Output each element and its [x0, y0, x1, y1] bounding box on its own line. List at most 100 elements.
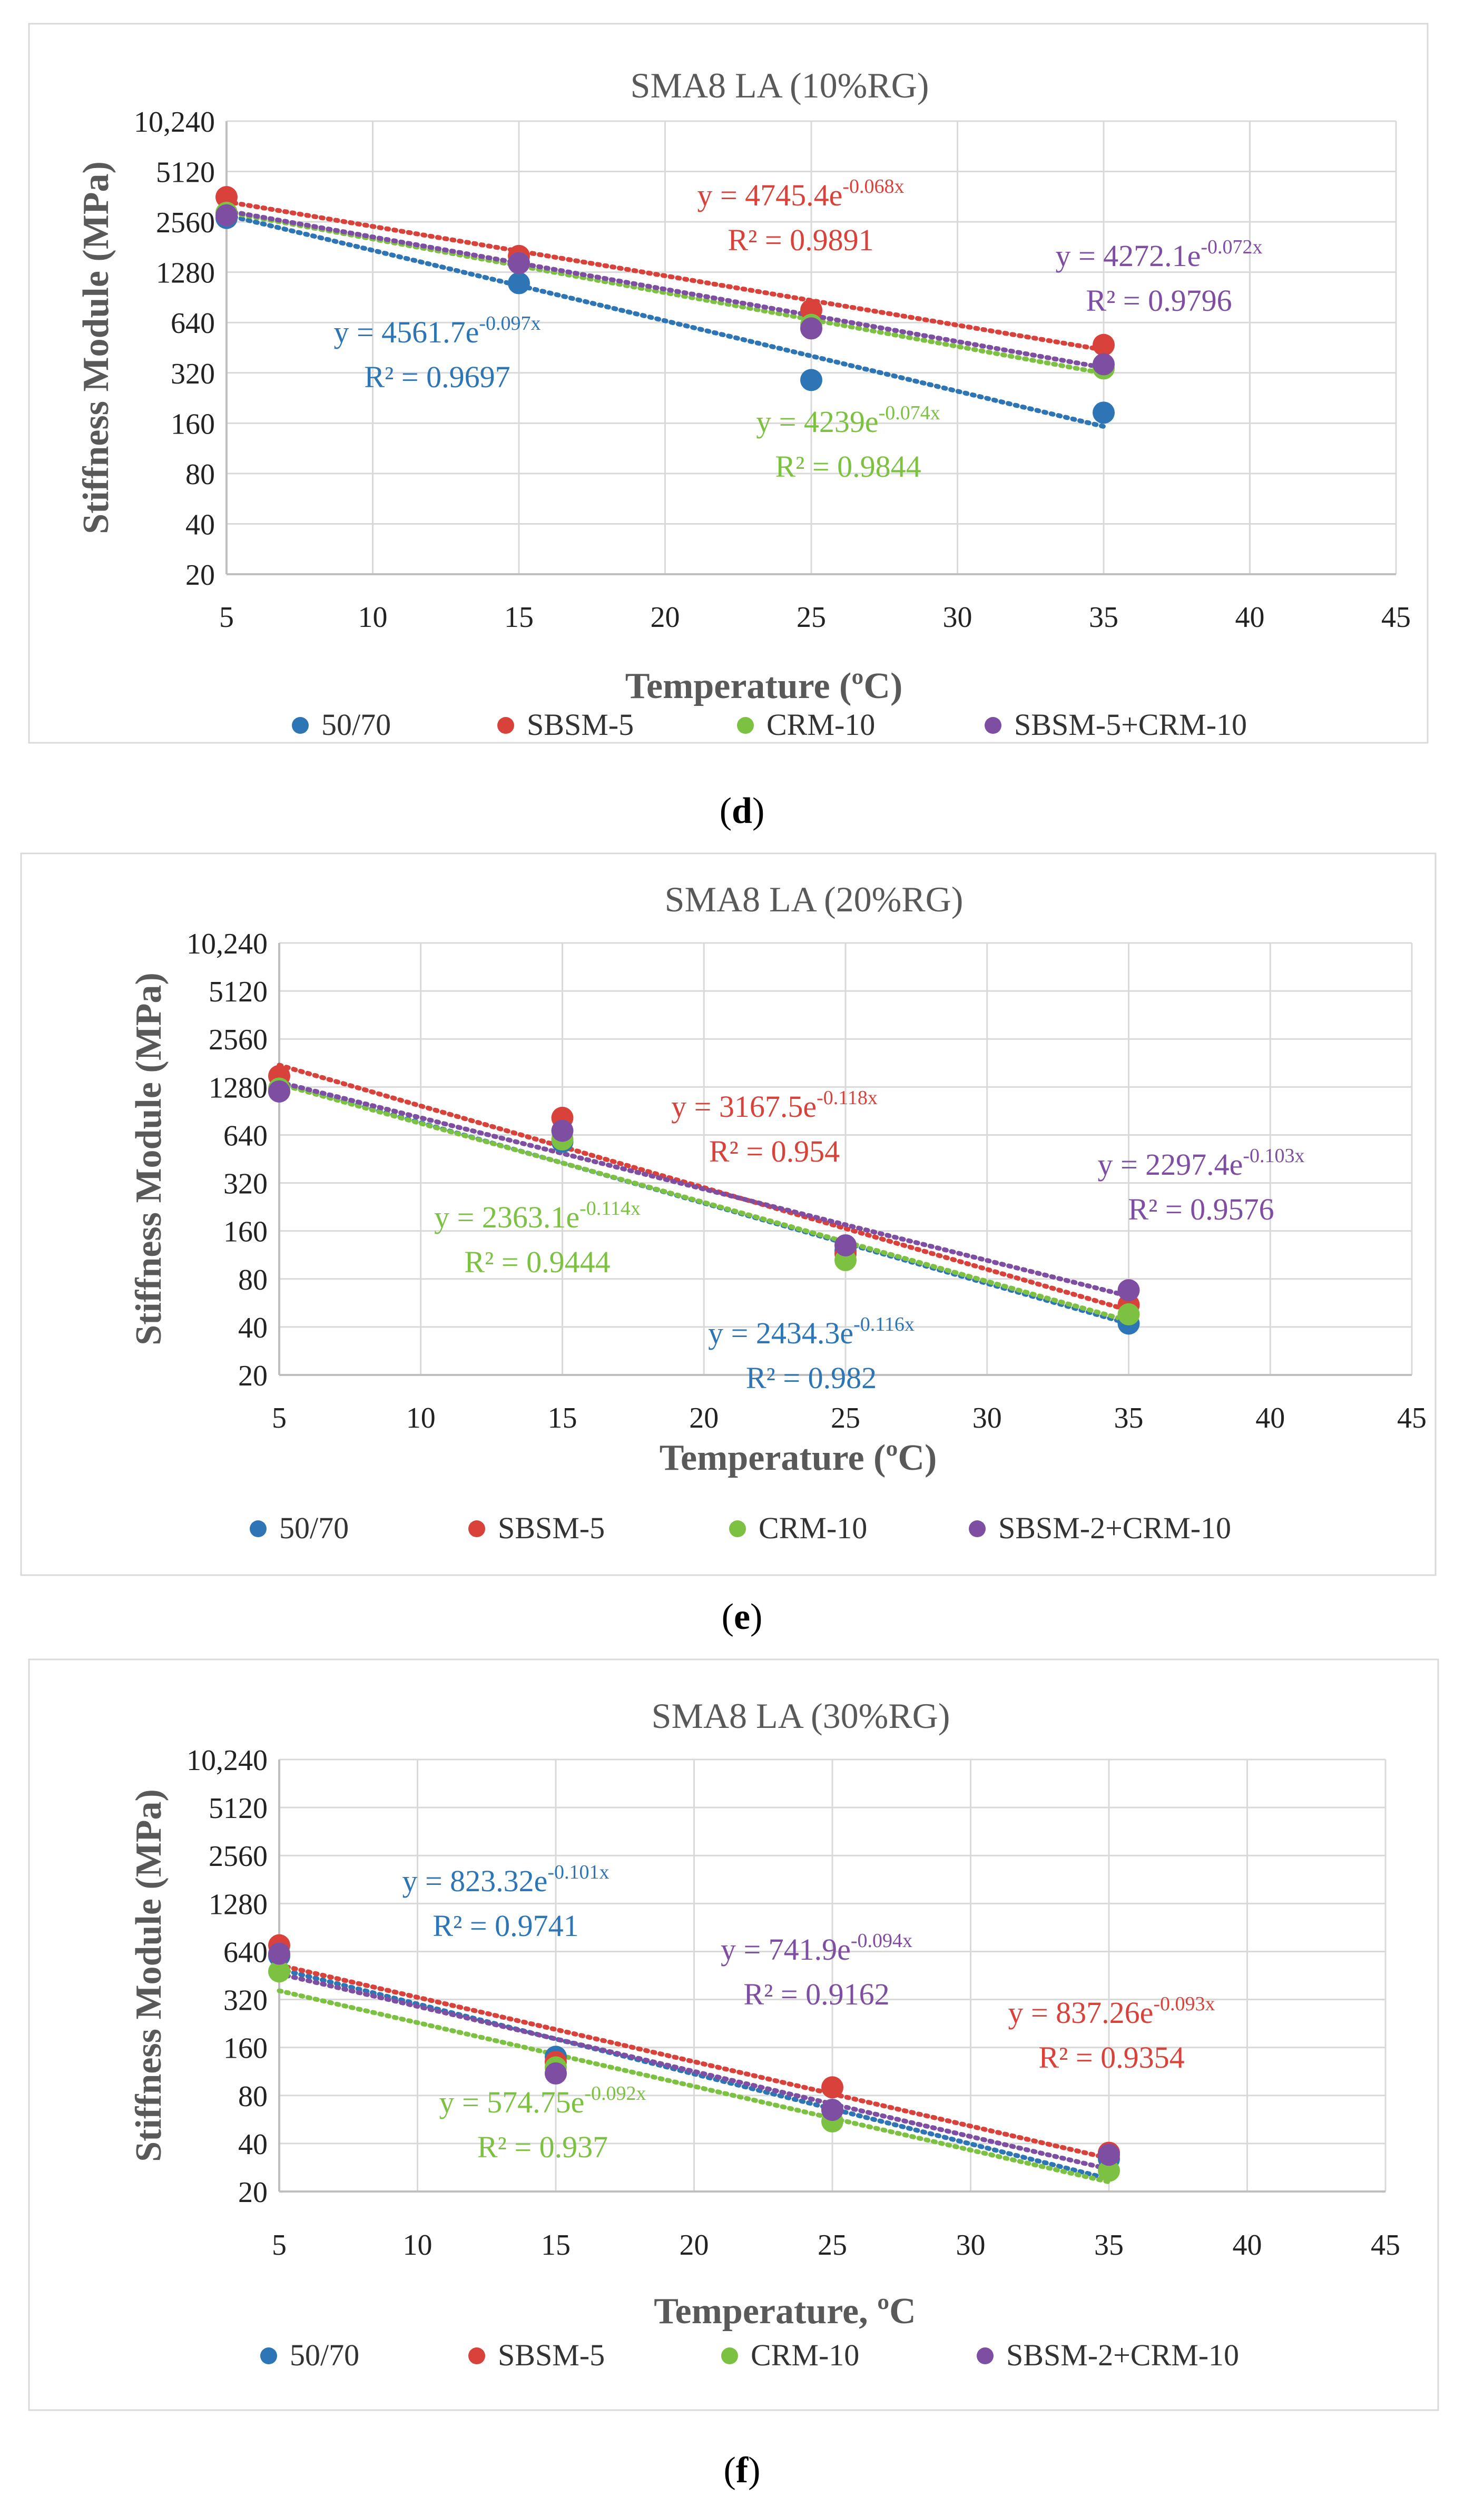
data-point-50/70 — [1093, 401, 1115, 424]
trend-equation-exponent: -0.103x — [1243, 1145, 1304, 1167]
trend-equation-exponent: -0.092x — [584, 2082, 646, 2105]
data-point-SBSM-2+CRM-10 — [1117, 1279, 1140, 1302]
legend-label-SBSM-5: SBSM-5 — [498, 1511, 605, 1545]
data-point-SBSM-5+CRM-10 — [1093, 353, 1115, 376]
legend-label-50/70: 50/70 — [321, 707, 391, 742]
chart-frame — [28, 1658, 1439, 2411]
x-tick-label: 5 — [272, 1402, 287, 1434]
x-axis-label: Temperature (ºC) — [660, 1438, 937, 1478]
trend-equation-CRM-10: y = 2363.1e-0.114x — [434, 1197, 641, 1234]
legend-label-SBSM-5: SBSM-5 — [527, 707, 634, 742]
y-tick-label: 80 — [185, 458, 215, 491]
x-tick-label: 30 — [943, 601, 972, 634]
panel-label-d: (d) — [719, 791, 765, 831]
legend-marker-50/70 — [260, 2347, 277, 2364]
x-tick-label: 15 — [541, 2229, 571, 2262]
trend-r-squared-CRM-10: R² = 0.9844 — [775, 449, 921, 484]
y-tick-label: 5120 — [156, 156, 215, 189]
data-point-SBSM-2+CRM-10 — [268, 1942, 290, 1965]
trend-equation-50/70: y = 2434.3e-0.116x — [708, 1313, 915, 1350]
trend-equation-SBSM-5: y = 4745.4e-0.068x — [697, 175, 904, 212]
y-axis-label: Stiffness Module (MPa) — [129, 1789, 169, 2162]
y-tick-label: 2560 — [209, 1840, 268, 1873]
x-tick-label: 25 — [818, 2229, 847, 2262]
chart-title: SMA8 LA (30%RG) — [652, 1696, 950, 1736]
trend-equation-base: y = 741.9e — [721, 1932, 851, 1967]
y-tick-label: 5120 — [209, 1792, 268, 1825]
data-point-SBSM-5 — [821, 2076, 843, 2099]
trend-equation-SBSM-5: y = 837.26e-0.093x — [1008, 1993, 1215, 2030]
legend-marker-CRM-10 — [721, 2347, 738, 2364]
trend-equation-exponent: -0.118x — [817, 1087, 878, 1109]
trend-equation-exponent: -0.068x — [842, 175, 904, 198]
legend-marker-50/70 — [292, 717, 309, 734]
trend-equation-exponent: -0.101x — [547, 1861, 609, 1883]
y-tick-label: 160 — [171, 408, 215, 440]
legend-label-SBSM-2+CRM-10: SBSM-2+CRM-10 — [1006, 2338, 1239, 2372]
chart-panel-d: SMA8 LA (10%RG) 20 40 80 160 320 640 1280 2560 51… — [0, 0, 1484, 831]
trend-r-squared-50/70: R² = 0.9697 — [364, 360, 510, 394]
y-tick-label: 10,240 — [186, 928, 268, 960]
chart-f: SMA8 LA (30%RG)2040801603206401280256051… — [28, 1658, 1439, 2411]
y-axis-label: Stiffness Module (MPa) — [76, 161, 116, 534]
legend-marker-SBSM-5 — [468, 2347, 485, 2364]
x-tick-label: 45 — [1371, 2229, 1400, 2262]
trend-equation-base: y = 4272.1e — [1055, 239, 1201, 273]
trend-equation-exponent: -0.074x — [879, 402, 940, 424]
x-tick-label: 35 — [1094, 2229, 1124, 2262]
y-tick-label: 160 — [223, 1216, 268, 1249]
y-axis-label: Stiffness Module (MPa) — [129, 972, 169, 1345]
x-tick-label: 10 — [403, 2229, 433, 2262]
data-point-SBSM-5+CRM-10 — [215, 204, 238, 227]
trend-equation-base: y = 2434.3e — [708, 1316, 853, 1350]
trend-equation-base: y = 837.26e — [1008, 1996, 1153, 2030]
x-tick-label: 45 — [1381, 601, 1411, 634]
chart-frame — [20, 852, 1437, 1576]
data-point-SBSM-5 — [215, 186, 238, 209]
data-point-SBSM-2+CRM-10 — [821, 2099, 843, 2121]
panel-label-e: (e) — [721, 1597, 763, 1637]
x-tick-label: 5 — [272, 2229, 287, 2262]
x-tick-label: 40 — [1235, 601, 1265, 634]
trendline-SBSM-5 — [277, 1962, 1112, 2161]
trend-equation-exponent: -0.072x — [1201, 236, 1262, 258]
trend-r-squared-SBSM-2+CRM-10: R² = 0.9162 — [743, 1977, 889, 2011]
legend-label-SBSM-2+CRM-10: SBSM-2+CRM-10 — [998, 1511, 1231, 1545]
legend-marker-CRM-10 — [737, 717, 754, 734]
x-tick-label: 15 — [548, 1402, 577, 1434]
x-tick-label: 30 — [956, 2229, 986, 2262]
trend-equation-base: y = 4561.7e — [333, 315, 479, 349]
y-tick-label: 20 — [185, 559, 215, 592]
x-tick-label: 10 — [358, 601, 388, 634]
trend-r-squared-CRM-10: R² = 0.9444 — [464, 1245, 610, 1279]
legend-label-CRM-10: CRM-10 — [759, 1511, 867, 1545]
x-tick-label: 40 — [1233, 2229, 1262, 2262]
trend-equation-SBSM-5+CRM-10: y = 4272.1e-0.072x — [1055, 236, 1262, 273]
panel-label-f: (f) — [723, 2450, 761, 2491]
data-point-CRM-10 — [268, 1960, 290, 1983]
trend-equation-base: y = 4239e — [756, 405, 878, 439]
y-tick-label: 20 — [238, 2176, 268, 2209]
x-tick-label: 25 — [831, 1402, 860, 1434]
y-tick-label: 10,240 — [186, 1744, 268, 1777]
y-tick-label: 5120 — [209, 976, 268, 1008]
trend-equation-SBSM-2+CRM-10: y = 741.9e-0.094x — [721, 1930, 912, 1967]
x-tick-label: 20 — [651, 601, 680, 634]
trendline-CRM-10 — [277, 1988, 1112, 2185]
trend-equation-CRM-10: y = 574.75e-0.092x — [439, 2082, 646, 2119]
trend-r-squared-SBSM-2+CRM-10: R² = 0.9576 — [1128, 1192, 1274, 1226]
y-tick-label: 160 — [223, 2032, 268, 2065]
chart-e: SMA8 LA (20%RG)2040801603206401280256051… — [20, 852, 1437, 1576]
data-point-SBSM-5+CRM-10 — [508, 252, 530, 274]
trend-equation-base: y = 574.75e — [439, 2085, 584, 2119]
legend-label-SBSM-5: SBSM-5 — [498, 2338, 605, 2372]
data-point-SBSM-2+CRM-10 — [834, 1234, 857, 1256]
y-tick-label: 2560 — [156, 207, 215, 239]
trend-equation-exponent: -0.094x — [851, 1930, 912, 1952]
data-point-SBSM-2+CRM-10 — [545, 2062, 567, 2085]
y-tick-label: 2560 — [209, 1024, 268, 1056]
data-point-50/70 — [800, 369, 822, 391]
x-tick-label: 30 — [972, 1402, 1002, 1434]
trendline-CRM-10 — [277, 1082, 1131, 1323]
chart-title: SMA8 LA (20%RG) — [665, 879, 964, 919]
